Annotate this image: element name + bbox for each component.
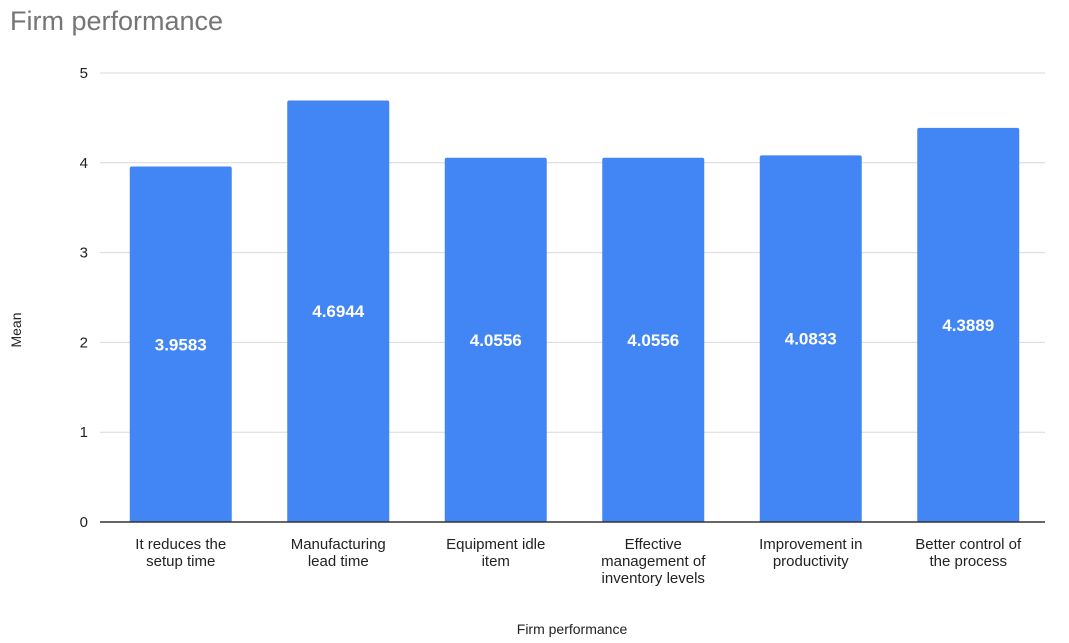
bar-0 bbox=[129, 166, 232, 522]
category-label-line: Effective bbox=[625, 536, 682, 553]
y-axis-title: Mean bbox=[8, 312, 24, 347]
data-label-4: 4.0833 bbox=[785, 330, 837, 349]
bar-1 bbox=[287, 100, 390, 523]
category-label-3: Effective management of inventory levels bbox=[601, 536, 706, 587]
data-label-2: 4.0556 bbox=[470, 331, 522, 350]
category-label-line: management of bbox=[601, 553, 706, 570]
category-label-0: It reduces the setup time bbox=[135, 536, 226, 570]
data-labels: 3.9583 4.6944 4.0556 4.0556 4.0833 4.3889 bbox=[155, 302, 995, 354]
y-tick-label: 1 bbox=[80, 424, 88, 441]
category-label-line: Better control of bbox=[915, 536, 1022, 553]
category-label-line: setup time bbox=[146, 553, 215, 570]
category-label-line: lead time bbox=[308, 553, 369, 570]
gridlines bbox=[100, 72, 1045, 433]
category-label-line: Improvement in bbox=[759, 536, 862, 553]
category-label-1: Manufacturing lead time bbox=[291, 536, 386, 570]
bar-5 bbox=[917, 127, 1020, 523]
bar-2 bbox=[444, 157, 547, 522]
x-axis-categories: It reduces the setup time Manufacturing lea… bbox=[135, 536, 1022, 587]
y-tick-label: 4 bbox=[80, 155, 88, 172]
y-axis-ticks: 0 1 2 3 4 5 bbox=[80, 65, 88, 531]
chart-title: Firm performance bbox=[10, 6, 223, 36]
x-axis-title: Firm performance bbox=[517, 621, 628, 637]
category-label-line: It reduces the bbox=[135, 536, 226, 553]
bar-4 bbox=[759, 155, 862, 523]
category-label-line: item bbox=[482, 553, 510, 570]
category-label-4: Improvement in productivity bbox=[759, 536, 862, 570]
data-label-0: 3.9583 bbox=[155, 335, 207, 354]
category-label-5: Better control of the process bbox=[915, 536, 1022, 570]
data-label-3: 4.0556 bbox=[627, 331, 679, 350]
category-label-2: Equipment idle item bbox=[446, 536, 545, 570]
bar-3 bbox=[602, 157, 705, 522]
data-label-5: 4.3889 bbox=[942, 316, 994, 335]
data-label-1: 4.6944 bbox=[312, 302, 365, 321]
category-label-line: Equipment idle bbox=[446, 536, 545, 553]
y-tick-label: 2 bbox=[80, 334, 88, 351]
category-label-line: inventory levels bbox=[602, 570, 705, 587]
y-tick-label: 0 bbox=[80, 514, 88, 531]
category-label-line: the process bbox=[929, 553, 1007, 570]
bars bbox=[129, 100, 1020, 523]
category-label-line: productivity bbox=[773, 553, 849, 570]
y-tick-label: 5 bbox=[80, 65, 88, 82]
category-label-line: Manufacturing bbox=[291, 536, 386, 553]
y-tick-label: 3 bbox=[80, 245, 88, 262]
